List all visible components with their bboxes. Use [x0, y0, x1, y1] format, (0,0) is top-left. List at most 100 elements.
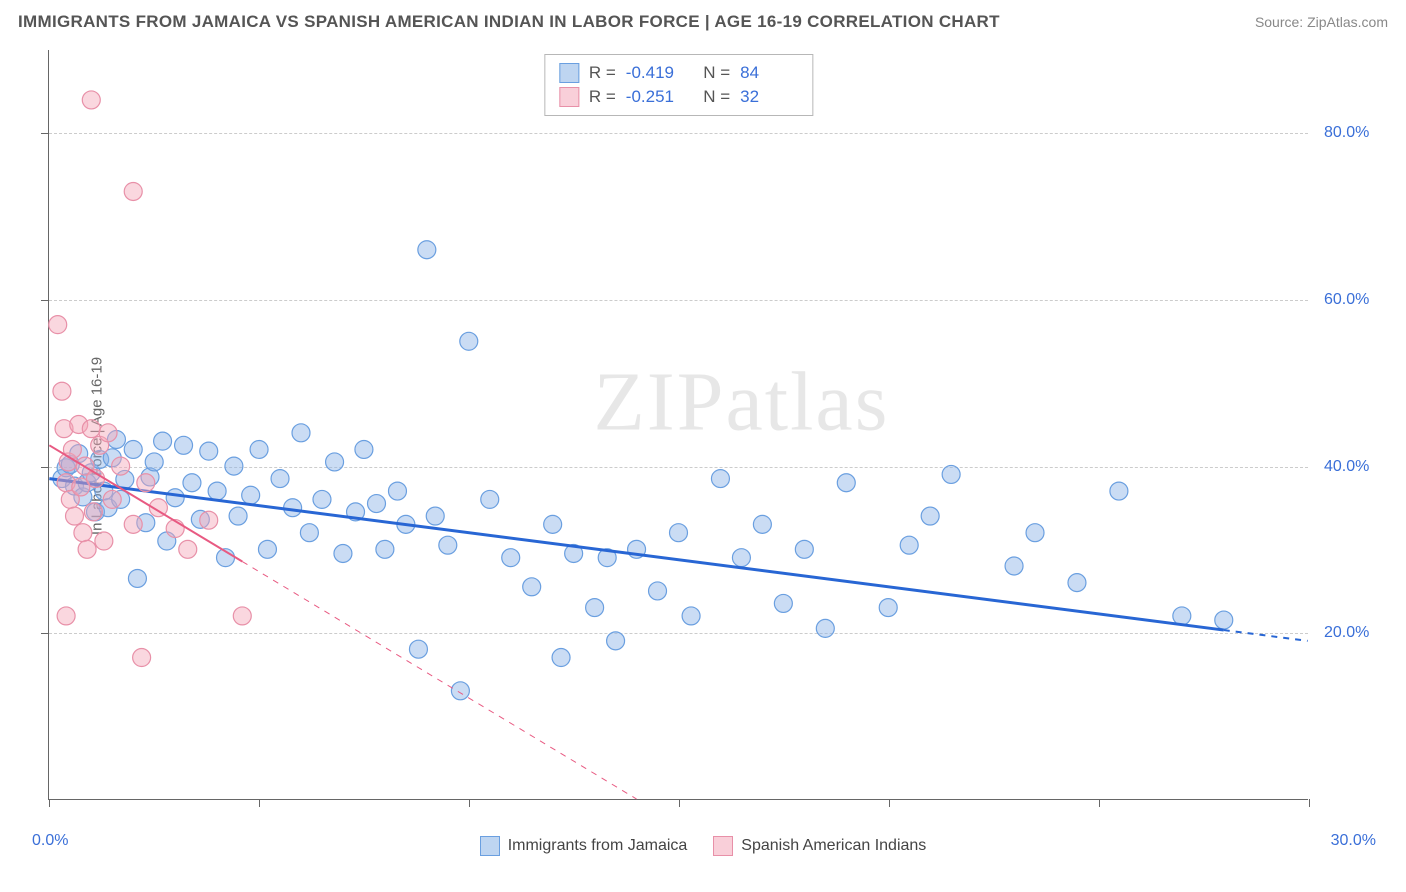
data-point	[300, 524, 318, 542]
data-point	[124, 440, 142, 458]
data-point	[78, 540, 96, 558]
plot-area: ZIPatlas R = -0.419 N = 84 R = -0.251 N …	[48, 50, 1308, 800]
correlation-row-2: R = -0.251 N = 32	[559, 85, 798, 109]
data-point	[942, 465, 960, 483]
data-point	[682, 607, 700, 625]
data-point	[921, 507, 939, 525]
data-point	[200, 442, 218, 460]
data-point	[137, 474, 155, 492]
x-tick	[889, 799, 890, 807]
data-point	[250, 440, 268, 458]
data-point	[200, 511, 218, 529]
swatch-series-2	[559, 87, 579, 107]
data-point	[95, 532, 113, 550]
data-point	[225, 457, 243, 475]
y-tick	[41, 467, 49, 468]
n-label: N =	[694, 87, 730, 107]
chart-header: IMMIGRANTS FROM JAMAICA VS SPANISH AMERI…	[18, 12, 1388, 32]
series-legend: Immigrants from Jamaica Spanish American…	[0, 836, 1406, 856]
data-point	[84, 503, 102, 521]
data-point	[426, 507, 444, 525]
data-point	[74, 524, 92, 542]
x-tick	[679, 799, 680, 807]
data-point	[368, 495, 386, 513]
data-point	[292, 424, 310, 442]
data-point	[313, 490, 331, 508]
data-point	[1026, 524, 1044, 542]
data-point	[179, 540, 197, 558]
swatch-series-1	[559, 63, 579, 83]
data-point	[816, 619, 834, 637]
r-label: R =	[589, 63, 616, 83]
n-value-1: 84	[740, 63, 798, 83]
data-point	[409, 640, 427, 658]
data-point	[271, 470, 289, 488]
n-label: N =	[694, 63, 730, 83]
data-point	[732, 549, 750, 567]
data-point	[795, 540, 813, 558]
data-point	[82, 91, 100, 109]
data-point	[82, 420, 100, 438]
x-tick	[1099, 799, 1100, 807]
data-point	[711, 470, 729, 488]
r-label: R =	[589, 87, 616, 107]
data-point	[586, 599, 604, 617]
data-point	[145, 453, 163, 471]
data-point	[229, 507, 247, 525]
legend-swatch-1	[480, 836, 500, 856]
legend-swatch-2	[713, 836, 733, 856]
x-tick	[259, 799, 260, 807]
data-point	[1005, 557, 1023, 575]
data-point	[1173, 607, 1191, 625]
data-point	[124, 182, 142, 200]
trendline-dashed	[242, 562, 636, 799]
data-point	[133, 649, 151, 667]
y-tick	[41, 633, 49, 634]
data-point	[523, 578, 541, 596]
y-tick-label: 20.0%	[1324, 624, 1394, 642]
data-point	[154, 432, 172, 450]
data-point	[502, 549, 520, 567]
data-point	[900, 536, 918, 554]
data-point	[57, 607, 75, 625]
chart-source: Source: ZipAtlas.com	[1255, 14, 1388, 30]
data-point	[183, 474, 201, 492]
data-point	[112, 457, 130, 475]
data-point	[607, 632, 625, 650]
data-point	[439, 536, 457, 554]
data-point	[481, 490, 499, 508]
data-point	[649, 582, 667, 600]
data-point	[774, 594, 792, 612]
correlation-legend: R = -0.419 N = 84 R = -0.251 N = 32	[544, 54, 813, 116]
data-point	[99, 424, 117, 442]
data-point	[460, 332, 478, 350]
data-point	[208, 482, 226, 500]
data-point	[49, 316, 67, 334]
data-point	[326, 453, 344, 471]
data-point	[233, 607, 251, 625]
legend-label-2: Spanish American Indians	[741, 837, 926, 855]
data-point	[837, 474, 855, 492]
data-point	[670, 524, 688, 542]
data-point	[552, 649, 570, 667]
data-point	[451, 682, 469, 700]
data-point	[66, 507, 84, 525]
n-value-2: 32	[740, 87, 798, 107]
data-point	[166, 489, 184, 507]
data-point	[175, 436, 193, 454]
data-point	[544, 515, 562, 533]
data-point	[53, 382, 71, 400]
data-point	[1068, 574, 1086, 592]
data-point	[128, 569, 146, 587]
legend-label-1: Immigrants from Jamaica	[508, 837, 688, 855]
data-point	[418, 241, 436, 259]
x-tick	[469, 799, 470, 807]
legend-item-2: Spanish American Indians	[713, 836, 926, 856]
r-value-1: -0.419	[626, 63, 684, 83]
x-tick	[49, 799, 50, 807]
data-point	[1215, 611, 1233, 629]
y-tick-label: 40.0%	[1324, 458, 1394, 476]
y-tick	[41, 133, 49, 134]
data-point	[376, 540, 394, 558]
r-value-2: -0.251	[626, 87, 684, 107]
